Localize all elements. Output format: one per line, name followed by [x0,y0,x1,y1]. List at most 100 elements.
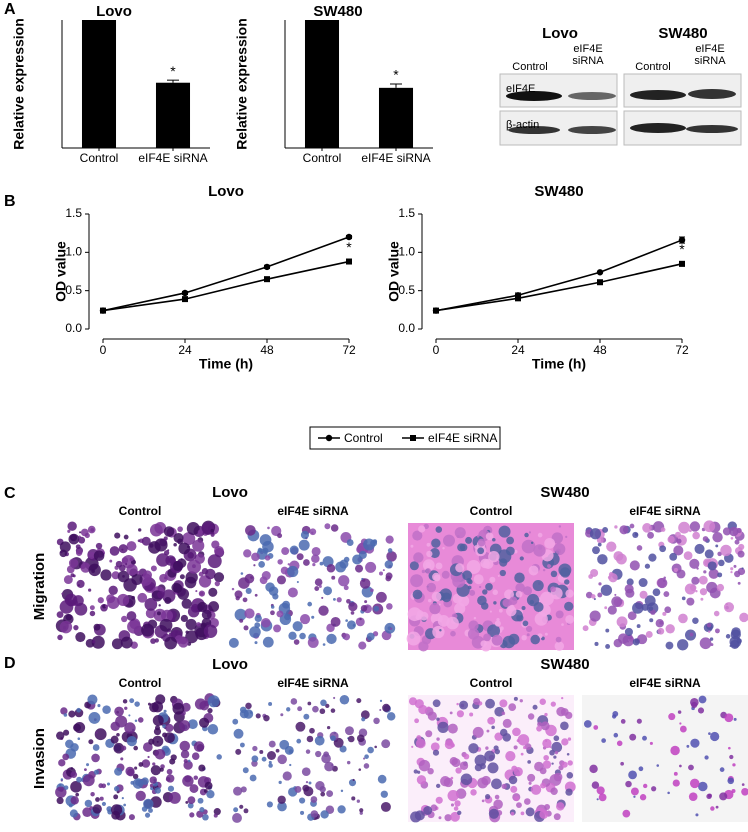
cell [551,532,563,544]
cell [186,522,200,535]
cell [636,545,643,551]
cell [489,610,492,613]
cell [565,788,573,796]
cell [109,546,120,556]
point [182,296,188,303]
cell [455,563,465,573]
cell [447,790,459,802]
cell [201,568,209,575]
cell [525,625,533,633]
cell [240,786,247,793]
lane-label-box: eIF4E siRNA [572,43,603,67]
cell [117,570,130,583]
cell [550,570,558,578]
cell [261,617,271,628]
cell [598,582,602,586]
cell [364,600,368,604]
cell [660,527,666,532]
cell [549,746,552,749]
x-tick-label: Control [303,151,342,165]
group-title: Lovo [212,656,248,673]
cell [234,590,243,599]
cell [159,618,173,632]
blot-band [688,89,736,99]
significance: * [393,67,399,83]
cell [358,768,362,771]
cell [447,723,458,734]
cell [487,716,496,725]
cell [713,610,720,617]
cell [106,782,111,786]
cell [463,753,470,760]
cell [314,578,323,587]
cell [355,617,365,627]
cell [187,559,202,574]
cell [473,616,477,620]
cell [597,592,603,598]
cell [708,732,711,735]
point [433,307,439,314]
cell [207,708,213,714]
cell [561,738,569,746]
cell [59,549,68,558]
cell [707,561,717,571]
cell [513,745,518,750]
cell [314,735,325,746]
cell [512,727,521,737]
cell [624,584,634,594]
cell [676,538,682,544]
cell [295,721,306,732]
cell [692,531,700,540]
y-axis-label: OD value [386,241,402,302]
cell [409,561,419,571]
cell [733,717,737,721]
cell [113,742,125,754]
cell [542,738,552,749]
cell [428,598,432,603]
cell [565,589,574,598]
cell [381,739,391,749]
cell [662,611,667,616]
cell [114,786,120,792]
cell [730,570,733,574]
cell [303,559,310,566]
column-title: Control [470,676,513,690]
cell [154,601,157,604]
cell [550,701,556,707]
cell [359,578,371,589]
cell [492,589,499,596]
cell [564,579,570,585]
point [678,236,686,244]
cell [437,721,449,734]
cell [626,578,634,586]
cell [382,703,391,712]
cell [426,706,431,710]
panel-label: D [4,655,16,672]
cell [737,550,745,558]
y-tick-label: 1.0 [65,245,82,259]
column-title: Control [119,676,162,690]
cell [544,712,548,717]
cell [213,813,218,818]
cell [639,590,648,599]
cell [716,583,725,592]
cell [583,720,592,728]
cell [199,807,205,813]
cell [150,765,161,776]
cell [638,578,648,588]
point [100,307,106,314]
cell [68,803,73,808]
cell [357,734,365,743]
cell [363,763,370,769]
cell [90,792,95,797]
cell [589,528,602,540]
cell [318,605,329,616]
column-title: eIF4E siRNA [629,676,701,690]
y-tick-label: 1.5 [65,206,82,220]
cell [307,701,312,706]
cell [374,745,377,749]
cell [315,780,325,791]
cell [438,603,441,606]
cell [75,631,86,643]
cell [93,769,100,775]
